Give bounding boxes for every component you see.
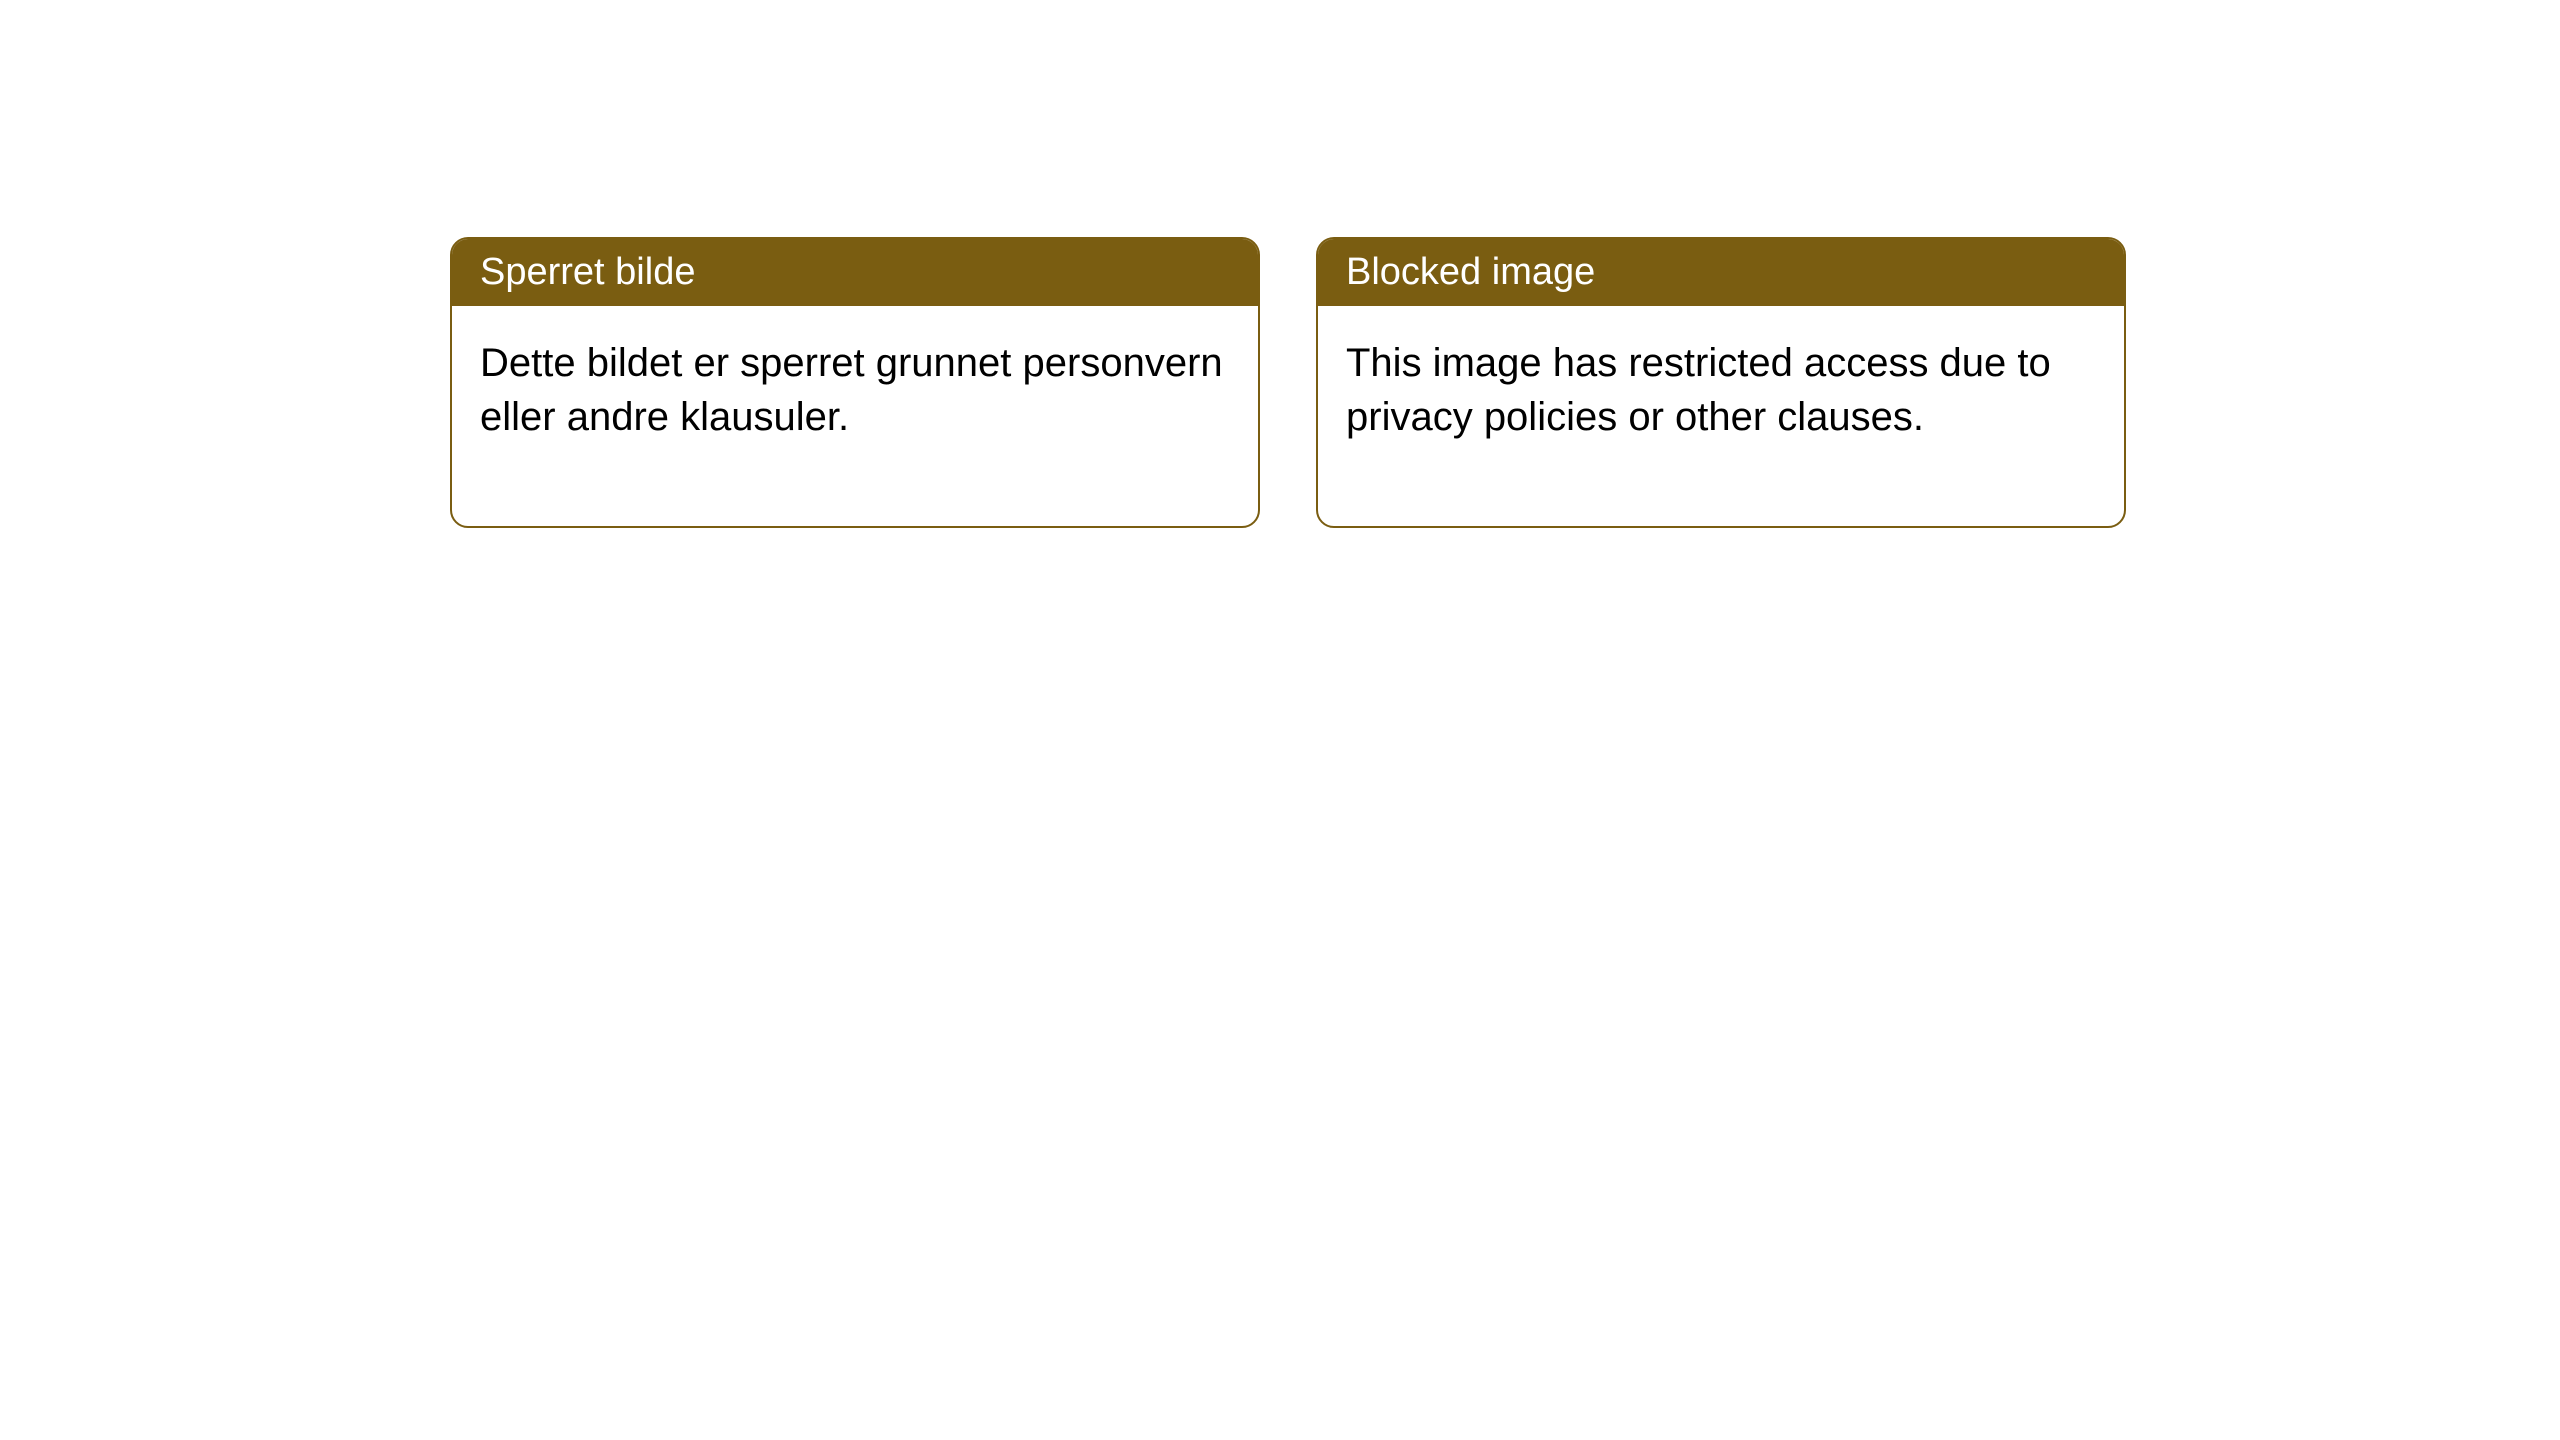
- notice-card-english: Blocked image This image has restricted …: [1316, 237, 2126, 528]
- card-title: Blocked image: [1318, 239, 2124, 306]
- card-body-text: Dette bildet er sperret grunnet personve…: [452, 306, 1258, 526]
- notice-card-norwegian: Sperret bilde Dette bildet er sperret gr…: [450, 237, 1260, 528]
- card-body-text: This image has restricted access due to …: [1318, 306, 2124, 526]
- notice-card-container: Sperret bilde Dette bildet er sperret gr…: [450, 237, 2126, 528]
- card-title: Sperret bilde: [452, 239, 1258, 306]
